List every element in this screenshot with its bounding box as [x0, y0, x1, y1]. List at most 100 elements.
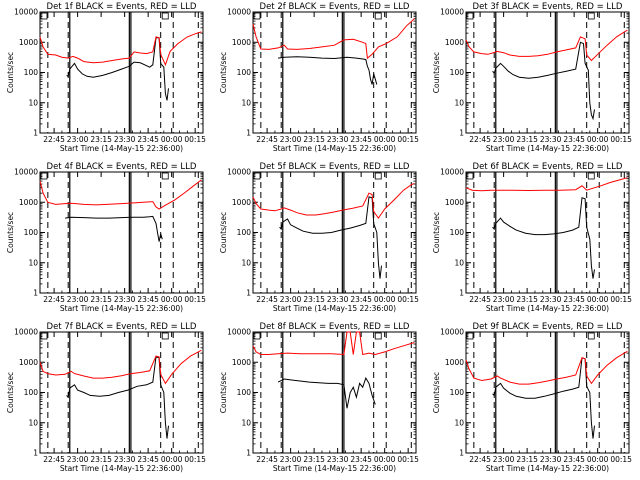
series-line-lld [39, 349, 202, 385]
y-tick-label: 100 [24, 388, 39, 397]
y-tick-label: 1 [246, 289, 251, 298]
y-axis-label: Counts/sec [432, 212, 441, 253]
y-tick-label: 10000 [227, 168, 251, 177]
x-tick-label: 00:00 [161, 135, 183, 144]
x-tick-label: 00:00 [161, 295, 183, 304]
x-tick-label: 23:45 [350, 295, 372, 304]
x-tick-label: 23:45 [563, 295, 585, 304]
y-tick-label: 1 [246, 449, 251, 458]
x-tick-label: 22:45 [469, 455, 491, 464]
series-line-events [66, 356, 169, 439]
y-tick-label: 1000 [232, 198, 251, 207]
x-tick-label: 22:45 [43, 455, 65, 464]
y-tick-label: 10000 [14, 8, 38, 17]
x-tick-label: 23:45 [563, 455, 585, 464]
x-tick-label: 22:45 [256, 295, 278, 304]
attenuator-box-start [466, 172, 474, 180]
chart-title: Det 9f BLACK = Events, RED = LLD [473, 322, 623, 332]
x-tick-label: 23:15 [303, 455, 325, 464]
y-tick-label: 10000 [14, 168, 38, 177]
y-tick-label: 10 [241, 418, 251, 427]
x-tick-label: 23:45 [137, 295, 159, 304]
chart-title: Det 7f BLACK = Events, RED = LLD [47, 322, 197, 332]
y-tick-label: 10000 [14, 328, 38, 337]
x-axis-label: Start Time (14-May-15 22:36:00) [60, 464, 183, 473]
x-tick-label: 23:30 [540, 295, 562, 304]
y-tick-label: 10000 [227, 8, 251, 17]
series-line-lld [252, 182, 415, 219]
x-tick-label: 23:00 [67, 295, 89, 304]
y-tick-label: 1000 [232, 38, 251, 47]
series-line-events [279, 196, 382, 279]
series-line-lld [39, 31, 202, 67]
y-tick-label: 100 [450, 388, 465, 397]
attenuator-box-start [253, 12, 261, 20]
chart-panel-5: Det 5f BLACK = Events, RED = LLD 1 10 100 10… [219, 162, 419, 313]
y-tick-label: 10 [454, 418, 464, 427]
y-tick-label: 10 [241, 98, 251, 107]
y-tick-label: 100 [237, 388, 252, 397]
y-tick-label: 10000 [227, 328, 251, 337]
attenuator-box-mid [161, 332, 169, 340]
chart-panel-6: Det 6f BLACK = Events, RED = LLD 1 10 100 10… [432, 162, 632, 313]
x-tick-label: 23:45 [350, 135, 372, 144]
series-line-events [492, 197, 595, 279]
x-tick-label: 23:00 [67, 135, 89, 144]
chart-title: Det 3f BLACK = Events, RED = LLD [473, 2, 623, 12]
x-tick-label: 00:00 [374, 295, 396, 304]
plot-frame [39, 171, 204, 294]
y-tick-label: 10000 [440, 8, 464, 17]
y-tick-label: 1 [459, 289, 464, 298]
x-tick-label: 23:45 [137, 135, 159, 144]
y-axis-label: Counts/sec [6, 212, 15, 253]
y-tick-label: 1000 [19, 358, 38, 367]
x-tick-label: 23:15 [303, 135, 325, 144]
y-tick-label: 1000 [19, 38, 38, 47]
x-tick-label: 23:30 [540, 455, 562, 464]
series-line-events [277, 376, 376, 409]
series-line-events [492, 41, 595, 121]
x-tick-label: 23:30 [540, 135, 562, 144]
x-tick-label: 23:00 [280, 135, 302, 144]
attenuator-box-start [253, 172, 261, 180]
series-line-lld [252, 18, 415, 60]
y-tick-label: 1 [459, 129, 464, 138]
x-axis-label: Start Time (14-May-15 22:36:00) [486, 144, 609, 153]
x-tick-label: 23:15 [303, 295, 325, 304]
x-tick-label: 00:00 [587, 295, 609, 304]
series-line-events [65, 215, 163, 242]
x-tick-label: 22:45 [256, 135, 278, 144]
attenuator-box-mid [587, 332, 595, 340]
x-tick-label: 22:45 [469, 135, 491, 144]
x-tick-label: 00:00 [587, 135, 609, 144]
x-tick-label: 23:15 [516, 455, 538, 464]
y-tick-label: 1 [459, 449, 464, 458]
x-tick-label: 00:15 [397, 135, 419, 144]
attenuator-box-mid [587, 12, 595, 20]
x-tick-label: 23:45 [563, 135, 585, 144]
x-tick-label: 00:15 [397, 295, 419, 304]
attenuator-box-mid [161, 12, 169, 20]
x-tick-label: 23:15 [516, 135, 538, 144]
series-line-lld [465, 177, 628, 192]
x-tick-label: 00:15 [397, 455, 419, 464]
attenuator-box-start [40, 172, 48, 180]
chart-panel-8: Det 8f BLACK = Events, RED = LLD 1 10 100 10… [219, 322, 419, 473]
y-tick-label: 100 [24, 228, 39, 237]
x-tick-label: 23:15 [90, 295, 112, 304]
x-axis-label: Start Time (14-May-15 22:36:00) [60, 144, 183, 153]
chart-title: Det 5f BLACK = Events, RED = LLD [260, 162, 410, 172]
attenuator-box-mid [374, 172, 382, 180]
x-tick-label: 23:00 [493, 135, 515, 144]
x-axis-label: Start Time (14-May-15 22:36:00) [486, 304, 609, 313]
chart-title: Det 1f BLACK = Events, RED = LLD [47, 2, 197, 12]
attenuator-box-mid [587, 172, 595, 180]
x-tick-label: 00:00 [161, 455, 183, 464]
attenuator-box-start [40, 12, 48, 20]
series-line-events [492, 357, 595, 439]
y-tick-label: 1000 [19, 198, 38, 207]
plot-frame [252, 331, 417, 454]
attenuator-box-mid [374, 332, 382, 340]
y-tick-label: 1000 [232, 358, 251, 367]
y-axis-label: Counts/sec [219, 212, 228, 253]
